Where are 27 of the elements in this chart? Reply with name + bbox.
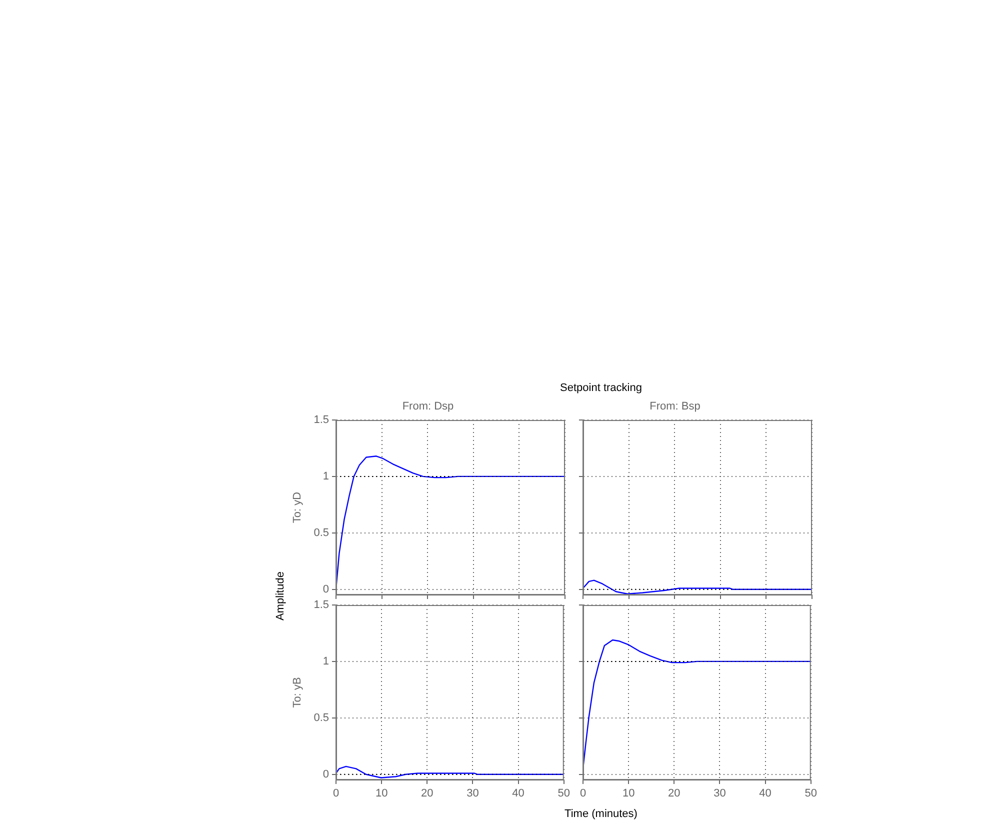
x-tick-label: 20 [668,788,680,800]
x-tick-label: 30 [714,788,726,800]
chart-title: From: Dsp [402,400,454,413]
y-tick-label: 1.5 [314,599,329,612]
x-tick-label: 30 [466,788,479,800]
y-tick-label: 0.5 [314,712,329,724]
y-tick-label: 0 [322,768,329,780]
x-tick-label: 20 [421,788,434,800]
x-tick-label: 50 [804,788,818,800]
x-tick-label: 40 [512,788,524,800]
y-tick-label: 1 [322,655,329,668]
text: Setpoint tracking [559,382,643,394]
x-tick-label: 40 [759,788,772,800]
text: Time (minutes) [564,808,638,820]
x-tick-label: 10 [375,788,388,800]
y-tick-label: 0 [322,583,329,596]
text: Amplitude [274,572,286,620]
y-axis-title: To: yD [292,492,304,524]
x-tick-label: 0 [332,788,340,800]
x-tick-label: 10 [622,788,635,800]
y-tick-label: 1.5 [314,414,329,426]
y-tick-label: 1 [322,470,329,482]
y-axis-title: To: yB [292,677,304,708]
chart-title: From: Bsp [650,400,700,413]
x-tick-label: 0 [580,788,586,800]
y-tick-label: 0.5 [314,526,329,539]
x-tick-label: 50 [558,788,570,800]
